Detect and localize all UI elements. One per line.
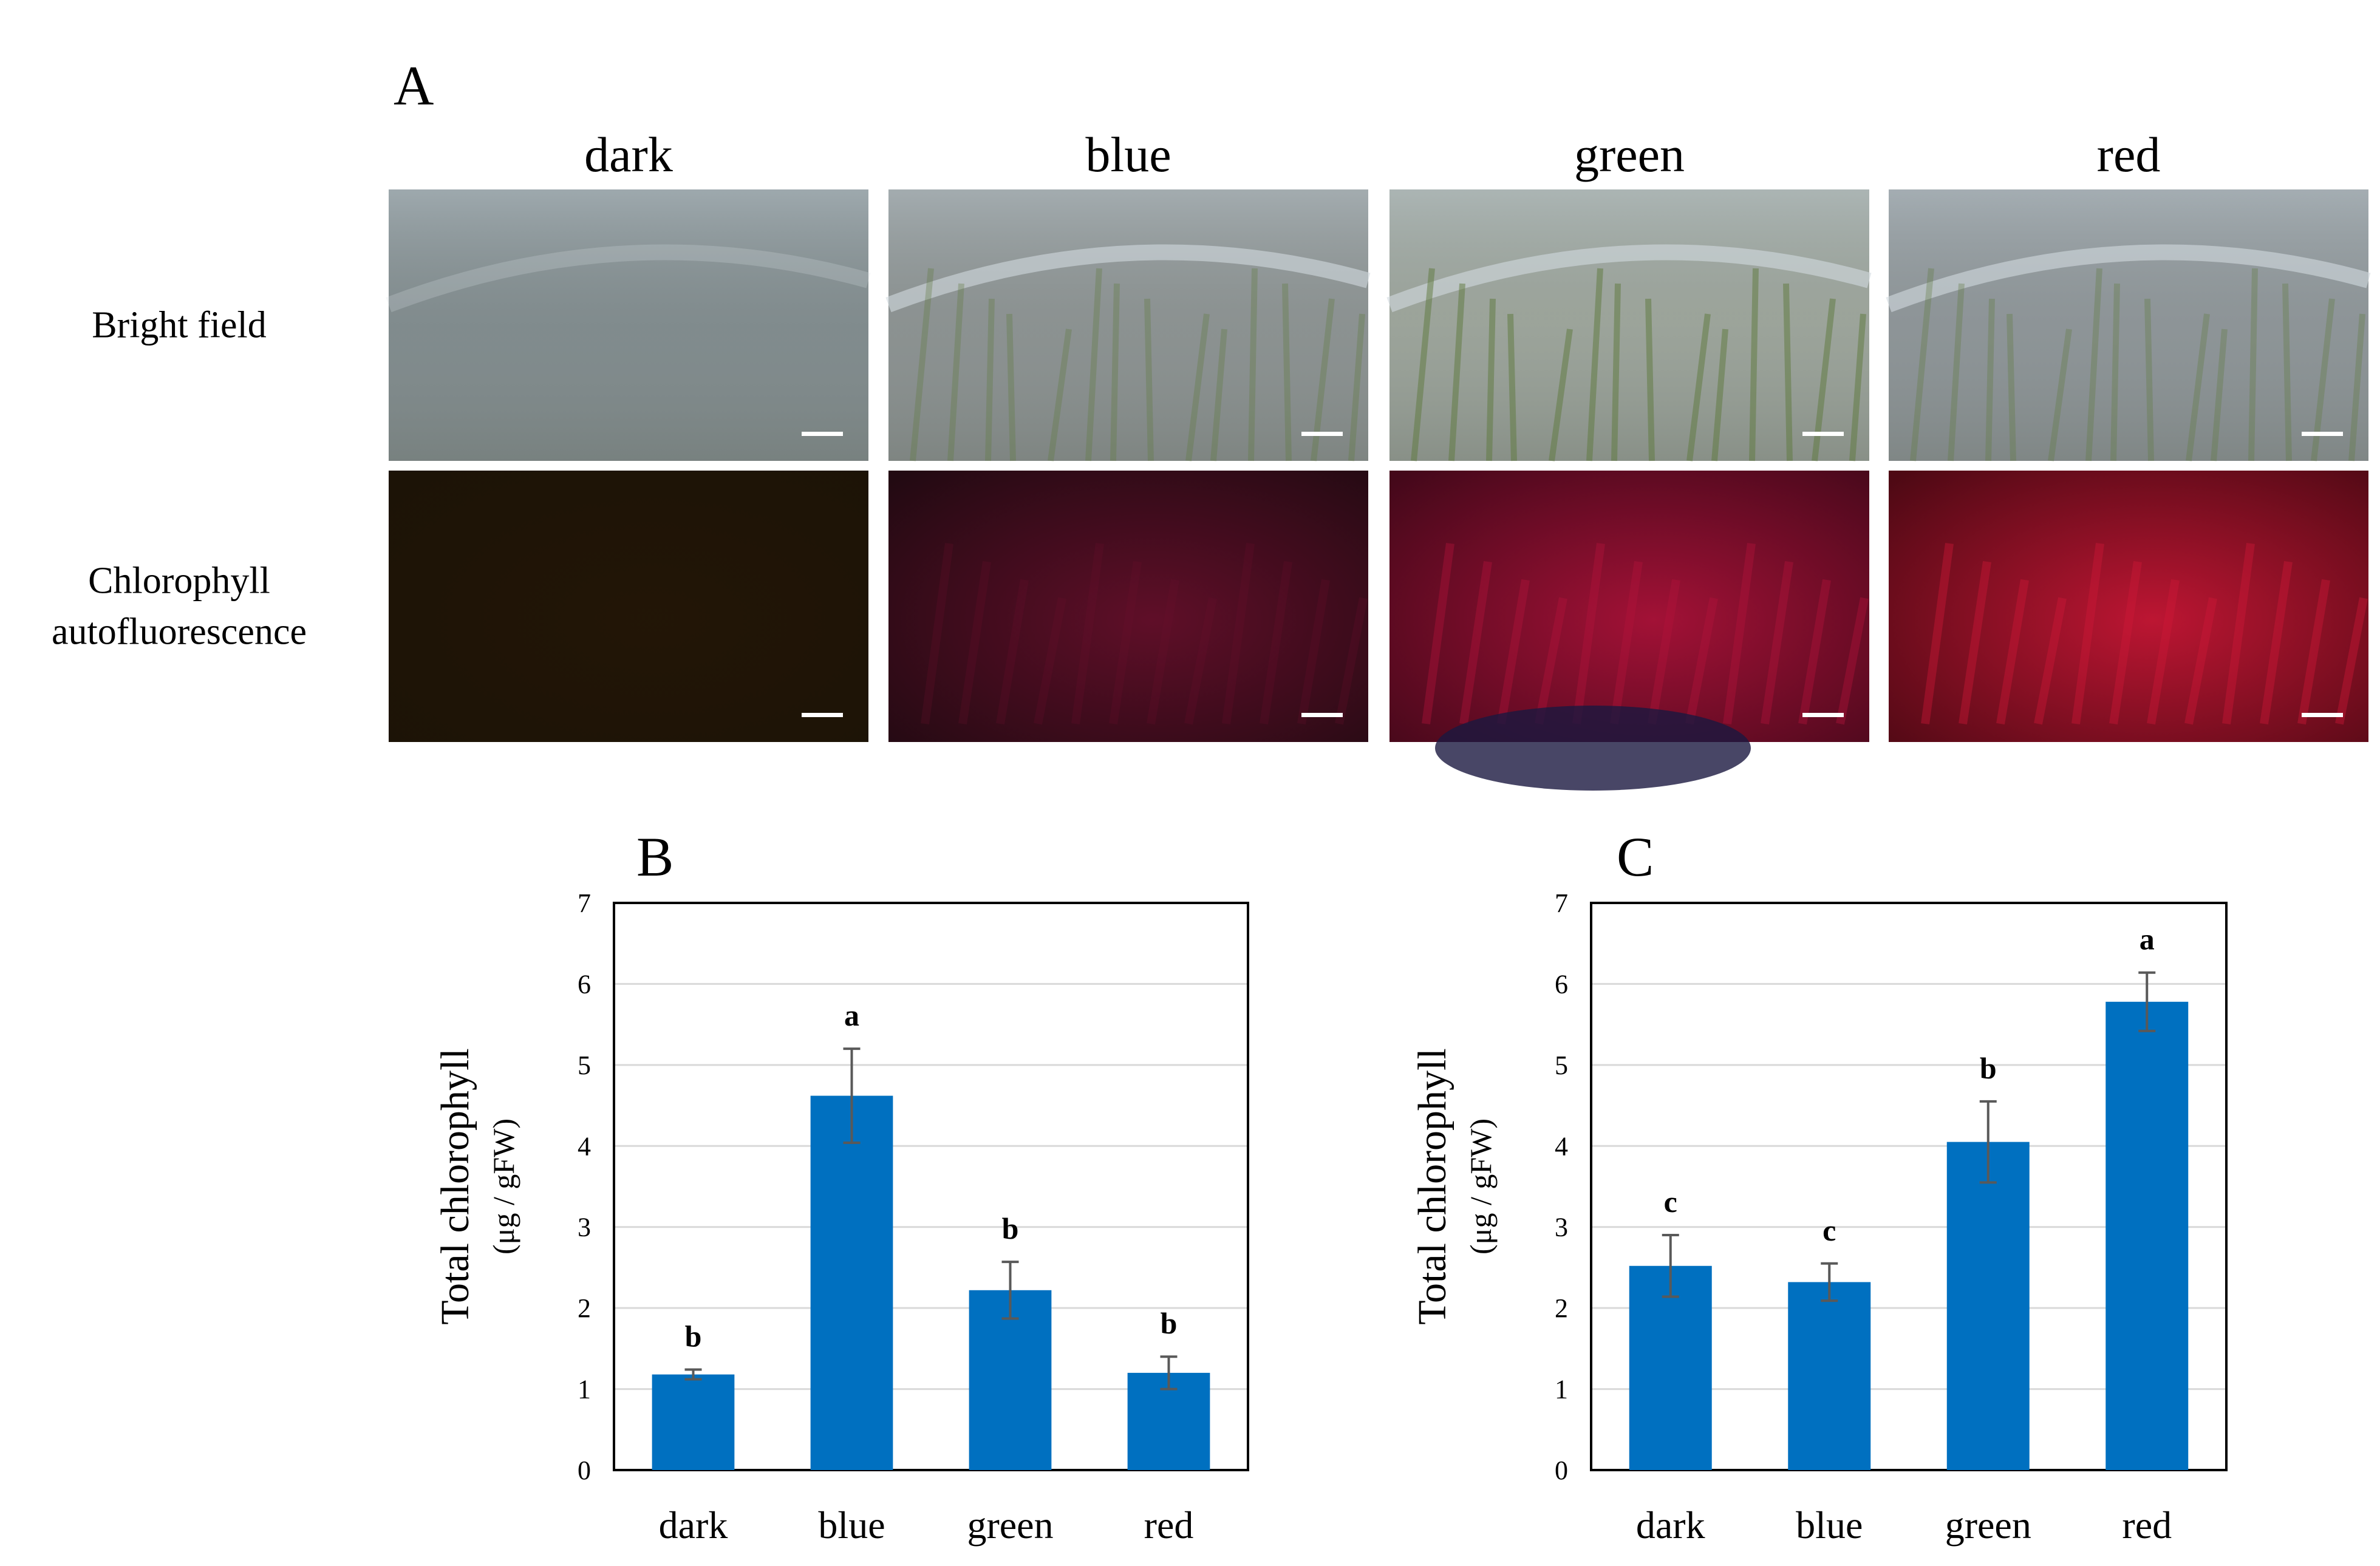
scale-bar xyxy=(802,713,843,717)
x-category-label-red: red xyxy=(1144,1503,1194,1547)
panel-b-letter: B xyxy=(636,826,673,888)
y-tick-label: 5 xyxy=(578,1050,591,1080)
significance-letter-blue: a xyxy=(844,998,859,1032)
plot-frame xyxy=(613,902,1249,1471)
micrograph-fluorescence-dark xyxy=(389,471,868,742)
error-bar-red xyxy=(1160,1355,1178,1391)
x-category-label-dark: dark xyxy=(659,1503,728,1547)
bar-green xyxy=(1946,1142,2030,1470)
scale-bar xyxy=(2302,432,2343,436)
panel-a-letter: A xyxy=(394,55,434,117)
panel-c: C 0 1 2 3 4 5 6 7 Total chlorophyll (μg / gFW) c da… xyxy=(1410,826,2228,1547)
column-header-blue: blue xyxy=(1085,127,1171,182)
error-bar-blue xyxy=(1821,1262,1838,1302)
y-axis-unit: (μg / gFW) xyxy=(1464,1118,1498,1255)
y-axis-title: Total chlorophyll xyxy=(1410,1048,1454,1324)
y-axis-title: Total chlorophyll xyxy=(433,1048,477,1324)
y-tick-label: 7 xyxy=(1555,888,1568,918)
scale-bar xyxy=(1802,713,1844,717)
error-bar-blue xyxy=(843,1047,861,1144)
y-tick-label: 6 xyxy=(578,969,591,999)
x-category-label-red: red xyxy=(2122,1503,2172,1547)
y-tick-label: 0 xyxy=(1555,1455,1568,1485)
bar-blue xyxy=(810,1095,893,1470)
y-tick-label: 1 xyxy=(578,1375,591,1404)
x-category-label-dark: dark xyxy=(1636,1503,1705,1547)
significance-letter-red: b xyxy=(1161,1306,1178,1340)
chart-c: 0 1 2 3 4 5 6 7 Total chlorophyll (μg / gFW) c dark… xyxy=(1410,888,2228,1547)
bar-blue xyxy=(1788,1282,1871,1470)
error-bar-green xyxy=(1979,1100,1997,1184)
micrograph-brightfield-red xyxy=(1886,189,2371,461)
column-header-green: green xyxy=(1574,127,1685,182)
y-tick-label: 7 xyxy=(578,888,591,918)
micrograph-fluorescence-blue xyxy=(888,471,1368,742)
scale-bar xyxy=(1301,713,1343,717)
panel-c-letter: C xyxy=(1617,826,1654,888)
row-label-brightfield: Bright field xyxy=(92,305,267,346)
significance-letter-red: a xyxy=(2140,922,2155,956)
y-axis-unit: (μg / gFW) xyxy=(486,1118,520,1255)
x-category-label-green: green xyxy=(1945,1503,2031,1547)
scale-bar xyxy=(802,432,843,436)
error-bar-dark xyxy=(1662,1234,1679,1298)
significance-letter-blue: c xyxy=(1823,1213,1836,1247)
error-bar-green xyxy=(1001,1261,1019,1320)
panel-a-row-labels: Bright field Chlorophyll autofluorescence xyxy=(52,305,307,653)
y-tick-label: 6 xyxy=(1555,969,1568,999)
bar-dark xyxy=(1629,1265,1712,1470)
panel-a-column-headers: dark blue green red xyxy=(584,127,2160,182)
scale-bar xyxy=(1301,432,1343,436)
y-tick-label: 3 xyxy=(1555,1213,1568,1242)
y-tick-label: 2 xyxy=(578,1293,591,1323)
column-header-red: red xyxy=(2097,127,2161,182)
bar-dark xyxy=(652,1374,735,1470)
significance-letter-dark: b xyxy=(685,1319,702,1353)
micrograph-fluorescence-green xyxy=(1389,471,1869,791)
panel-a: A dark blue green red Bright field Chlorophy… xyxy=(52,55,2371,791)
row-label-fluorescence: autofluorescence xyxy=(52,611,307,653)
y-tick-label: 3 xyxy=(578,1213,591,1242)
panel-a-micrographs xyxy=(386,189,2371,791)
y-tick-label: 4 xyxy=(1555,1131,1568,1161)
error-bar-red xyxy=(2138,971,2156,1032)
micrograph-fluorescence-red xyxy=(1889,471,2368,742)
bar-red xyxy=(2106,1001,2189,1470)
micrograph-brightfield-blue xyxy=(885,189,1371,461)
bar-green xyxy=(969,1290,1052,1470)
micrograph-brightfield-green xyxy=(1386,189,1872,461)
y-tick-label: 0 xyxy=(578,1455,591,1485)
row-label-fluorescence: Chlorophyll xyxy=(88,560,270,602)
x-category-label-blue: blue xyxy=(1796,1503,1863,1547)
x-category-label-green: green xyxy=(967,1503,1053,1547)
significance-letter-green: b xyxy=(1002,1211,1019,1245)
scale-bar xyxy=(2302,713,2343,717)
panel-b: B 0 1 2 3 4 5 6 7 Total chlorophyll (μg / gFW) b da… xyxy=(433,826,1249,1547)
y-tick-label: 5 xyxy=(1555,1050,1568,1080)
y-tick-label: 1 xyxy=(1555,1375,1568,1404)
y-tick-label: 2 xyxy=(1555,1293,1568,1323)
significance-letter-dark: c xyxy=(1664,1185,1677,1219)
micrograph-brightfield-dark xyxy=(386,189,871,461)
column-header-dark: dark xyxy=(584,127,673,182)
x-category-label-blue: blue xyxy=(818,1503,885,1547)
chart-b: 0 1 2 3 4 5 6 7 Total chlorophyll (μg / gFW) b dark… xyxy=(433,888,1249,1547)
scale-bar xyxy=(1802,432,1844,436)
significance-letter-green: b xyxy=(1980,1051,1997,1085)
plot-frame xyxy=(1590,902,2228,1471)
error-bar-dark xyxy=(684,1368,702,1381)
y-tick-label: 4 xyxy=(578,1131,591,1161)
